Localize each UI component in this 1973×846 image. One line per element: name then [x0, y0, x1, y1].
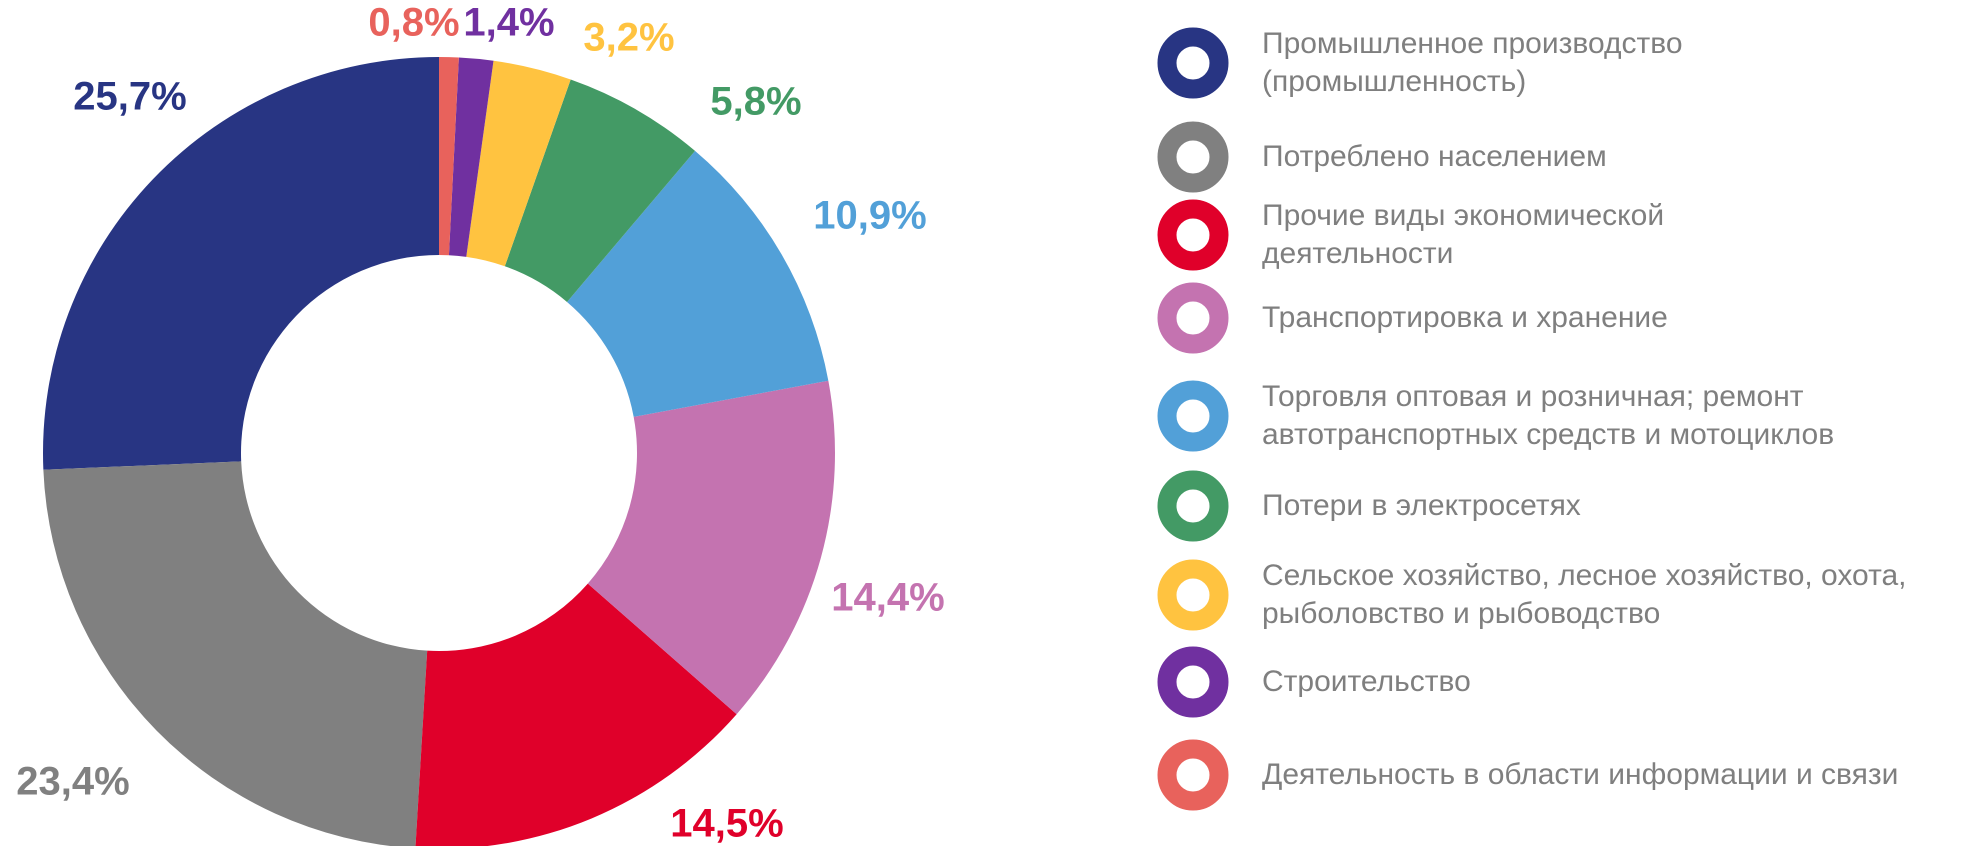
donut-slice: [567, 150, 829, 417]
legend-label: Транспортировка и хранение: [1262, 301, 1668, 334]
donut-slice: [448, 57, 494, 257]
value-label: 23,4%: [16, 760, 129, 804]
legend-marker: [1157, 380, 1229, 452]
donut-slice: [43, 461, 428, 846]
legend-marker: [1157, 646, 1229, 718]
legend-marker: [1157, 282, 1229, 354]
legend-marker: [1157, 559, 1229, 631]
legend-label: Деятельность в области информации и связ…: [1262, 758, 1899, 791]
legend-marker: [1157, 470, 1229, 542]
legend-label: Строительство: [1262, 665, 1471, 698]
value-label: 25,7%: [73, 75, 186, 119]
donut-slice: [504, 79, 696, 302]
value-label: 14,4%: [831, 576, 944, 620]
value-label: 10,9%: [813, 194, 926, 238]
donut-slice: [466, 60, 571, 267]
donut-slice: [415, 583, 737, 846]
legend-label: Потери в электросетях: [1262, 489, 1581, 522]
value-label: 0,8%: [368, 1, 459, 45]
legend-marker: [1157, 27, 1229, 99]
legend-marker: [1157, 739, 1229, 811]
value-label: 1,4%: [463, 1, 554, 45]
legend-marker: [1157, 121, 1229, 193]
legend-marker: [1157, 199, 1229, 271]
value-label: 3,2%: [583, 16, 674, 60]
value-label: 5,8%: [710, 80, 801, 124]
value-label: 14,5%: [670, 802, 783, 846]
legend-label: Торговля оптовая и розничная; ремонт авт…: [1262, 380, 1835, 451]
donut-slice: [439, 57, 459, 256]
legend-label: Сельское хозяйство, лесное хозяйство, ох…: [1262, 559, 1907, 630]
legend-label: Потреблено населением: [1262, 140, 1607, 173]
donut-slice: [587, 380, 835, 715]
legend-label: Прочие виды экономической деятельности: [1262, 199, 1665, 270]
legend-label: Промышленное производство (промышленност…: [1262, 27, 1683, 98]
donut-slice: [42, 57, 439, 470]
